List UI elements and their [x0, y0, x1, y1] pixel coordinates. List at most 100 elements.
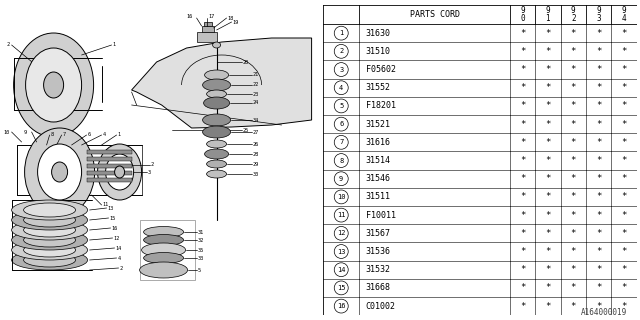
Text: 27: 27 [253, 130, 259, 134]
Text: *: * [520, 65, 525, 74]
Text: 15: 15 [109, 215, 116, 220]
Text: *: * [621, 284, 627, 292]
Text: *: * [596, 83, 602, 92]
Ellipse shape [207, 170, 227, 178]
Text: *: * [621, 302, 627, 311]
Text: 31630: 31630 [365, 29, 390, 38]
Text: 16: 16 [111, 226, 118, 230]
Text: 4: 4 [118, 255, 121, 260]
Text: 9: 9 [24, 130, 27, 134]
Text: *: * [545, 229, 550, 238]
Ellipse shape [12, 220, 88, 240]
Ellipse shape [44, 72, 63, 98]
Text: *: * [596, 174, 602, 183]
Text: 31510: 31510 [365, 47, 390, 56]
Ellipse shape [24, 203, 76, 217]
Text: *: * [545, 65, 550, 74]
Ellipse shape [24, 128, 95, 216]
Text: 18: 18 [228, 15, 234, 20]
Text: 33: 33 [198, 255, 204, 260]
Text: 29: 29 [253, 162, 259, 166]
Text: 13: 13 [108, 205, 114, 211]
Text: 5: 5 [339, 103, 343, 109]
Text: *: * [571, 29, 576, 38]
Ellipse shape [205, 70, 228, 80]
Text: *: * [596, 265, 602, 274]
Text: 31552: 31552 [365, 83, 390, 92]
Text: 31616: 31616 [365, 138, 390, 147]
Ellipse shape [207, 140, 227, 148]
Text: *: * [621, 192, 627, 201]
Ellipse shape [26, 48, 82, 122]
Ellipse shape [38, 144, 82, 200]
Text: *: * [596, 247, 602, 256]
Text: *: * [520, 229, 525, 238]
Text: 10: 10 [337, 194, 346, 200]
Bar [204, 22, 212, 26]
Text: *: * [596, 29, 602, 38]
Text: 7: 7 [339, 139, 343, 145]
Text: 12: 12 [114, 236, 120, 241]
Ellipse shape [141, 243, 186, 257]
Text: 30: 30 [253, 172, 259, 177]
Ellipse shape [203, 79, 230, 91]
Text: 22: 22 [253, 83, 259, 87]
Text: 14: 14 [337, 267, 346, 273]
Text: 13: 13 [337, 249, 346, 254]
Text: 9
2: 9 2 [571, 6, 575, 23]
Text: 5: 5 [198, 268, 201, 273]
Ellipse shape [24, 213, 76, 227]
Text: *: * [571, 284, 576, 292]
Bar [86, 157, 132, 161]
Text: *: * [621, 101, 627, 110]
Bar [86, 150, 132, 154]
Text: 25: 25 [243, 127, 249, 132]
Bar [202, 26, 214, 32]
Text: F18201: F18201 [365, 101, 396, 110]
Text: *: * [571, 120, 576, 129]
Text: 9: 9 [339, 176, 343, 182]
Text: 23: 23 [253, 92, 259, 97]
Text: 9
4: 9 4 [622, 6, 627, 23]
Text: 14: 14 [116, 245, 122, 251]
Text: *: * [545, 192, 550, 201]
Ellipse shape [143, 227, 184, 237]
Text: *: * [621, 65, 627, 74]
Text: 2: 2 [120, 266, 123, 270]
Text: 8: 8 [339, 157, 343, 164]
Ellipse shape [24, 223, 76, 237]
Ellipse shape [12, 210, 88, 230]
Text: 31532: 31532 [365, 265, 390, 274]
Bar [196, 32, 216, 42]
Text: *: * [596, 284, 602, 292]
Text: *: * [571, 265, 576, 274]
Text: 32: 32 [198, 237, 204, 243]
Text: 4: 4 [102, 132, 106, 138]
Text: 31668: 31668 [365, 284, 390, 292]
Text: 2: 2 [339, 48, 343, 54]
Text: 31: 31 [198, 229, 204, 235]
Text: *: * [545, 138, 550, 147]
Text: 31521: 31521 [365, 120, 390, 129]
Text: C01002: C01002 [365, 302, 396, 311]
Text: 9
1: 9 1 [545, 6, 550, 23]
Ellipse shape [143, 252, 184, 263]
Text: *: * [621, 29, 627, 38]
Ellipse shape [204, 97, 230, 109]
Text: *: * [545, 101, 550, 110]
Text: 1: 1 [118, 132, 121, 138]
Text: 4: 4 [339, 85, 343, 91]
Bar [86, 171, 132, 175]
Text: *: * [571, 47, 576, 56]
Ellipse shape [12, 250, 88, 270]
Text: *: * [571, 174, 576, 183]
Text: PARTS CORD: PARTS CORD [410, 10, 460, 19]
Text: 19: 19 [232, 20, 239, 25]
Ellipse shape [203, 114, 230, 126]
Text: *: * [596, 47, 602, 56]
Text: *: * [520, 211, 525, 220]
Text: *: * [545, 120, 550, 129]
Text: *: * [545, 47, 550, 56]
Ellipse shape [205, 149, 228, 159]
Ellipse shape [143, 235, 184, 245]
